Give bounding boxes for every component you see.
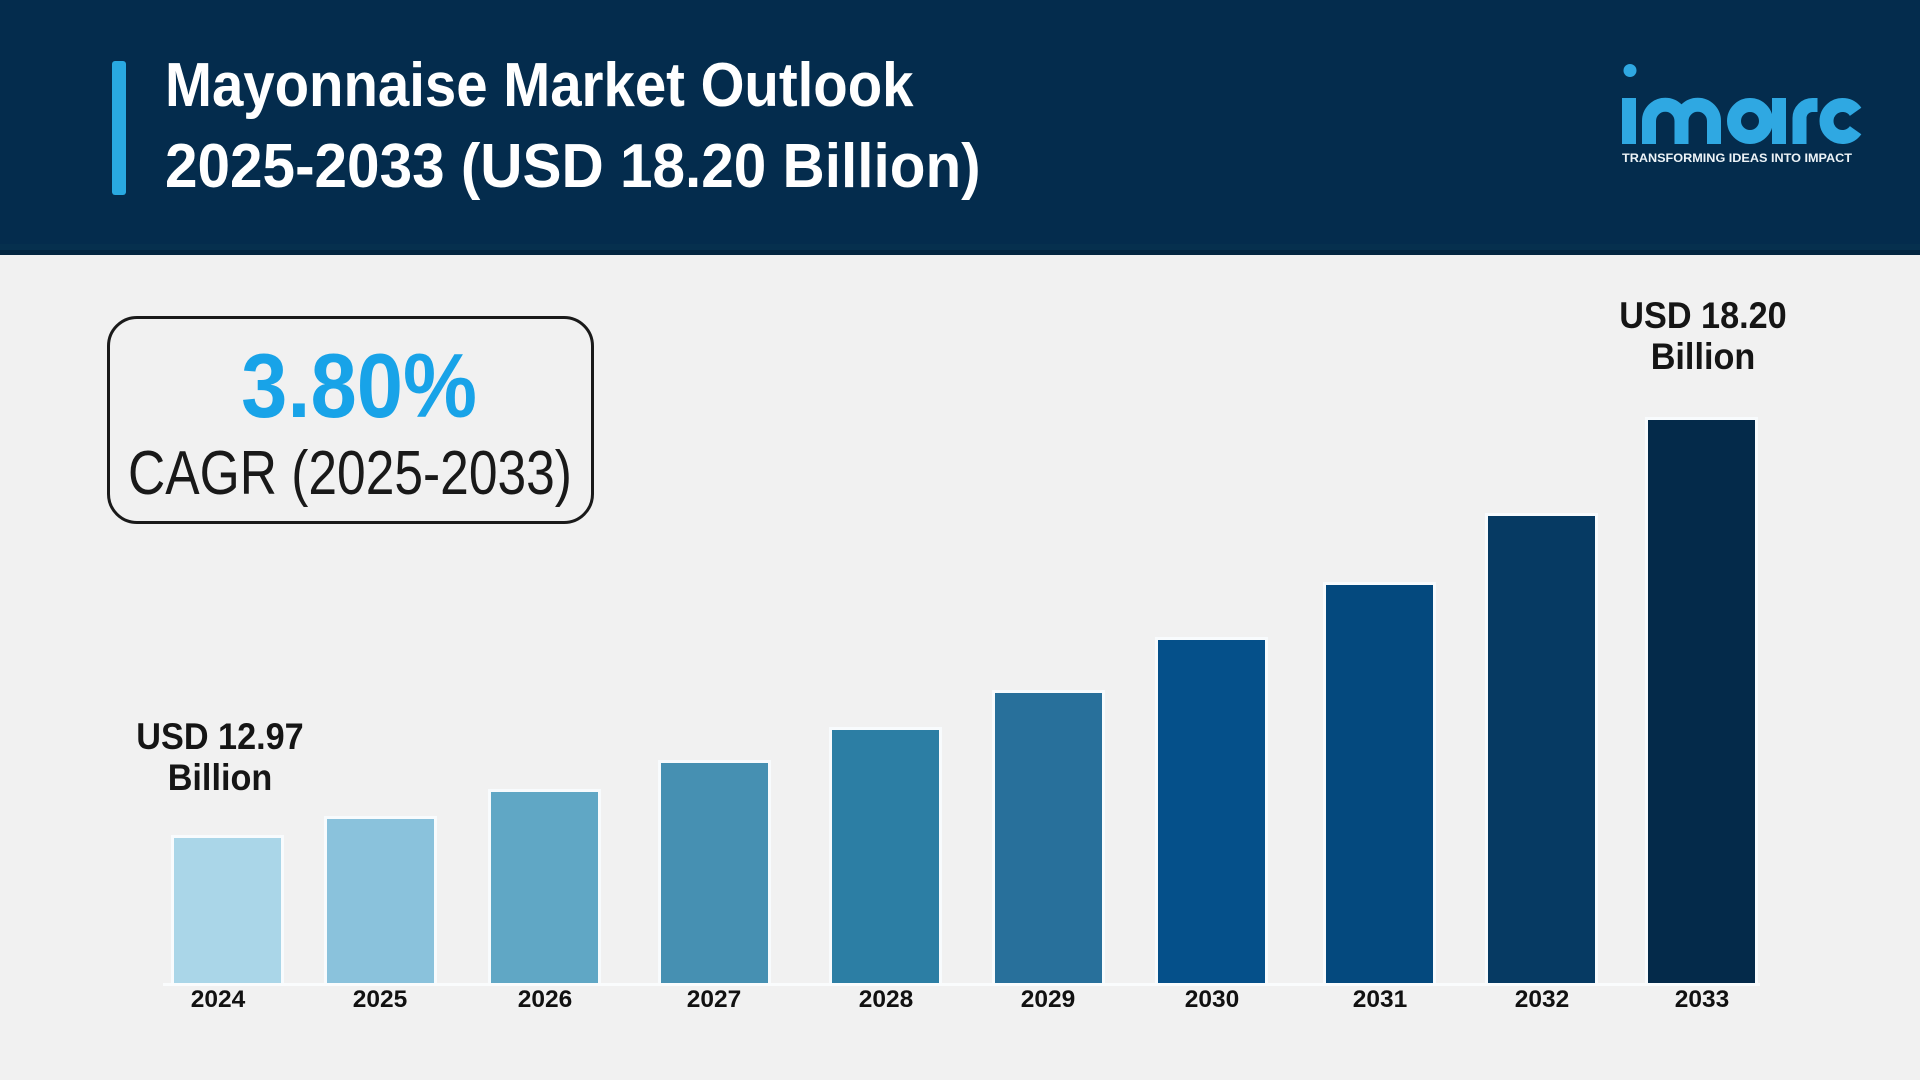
svg-text:TRANSFORMING IDEAS INTO IMPACT: TRANSFORMING IDEAS INTO IMPACT bbox=[1622, 151, 1853, 165]
